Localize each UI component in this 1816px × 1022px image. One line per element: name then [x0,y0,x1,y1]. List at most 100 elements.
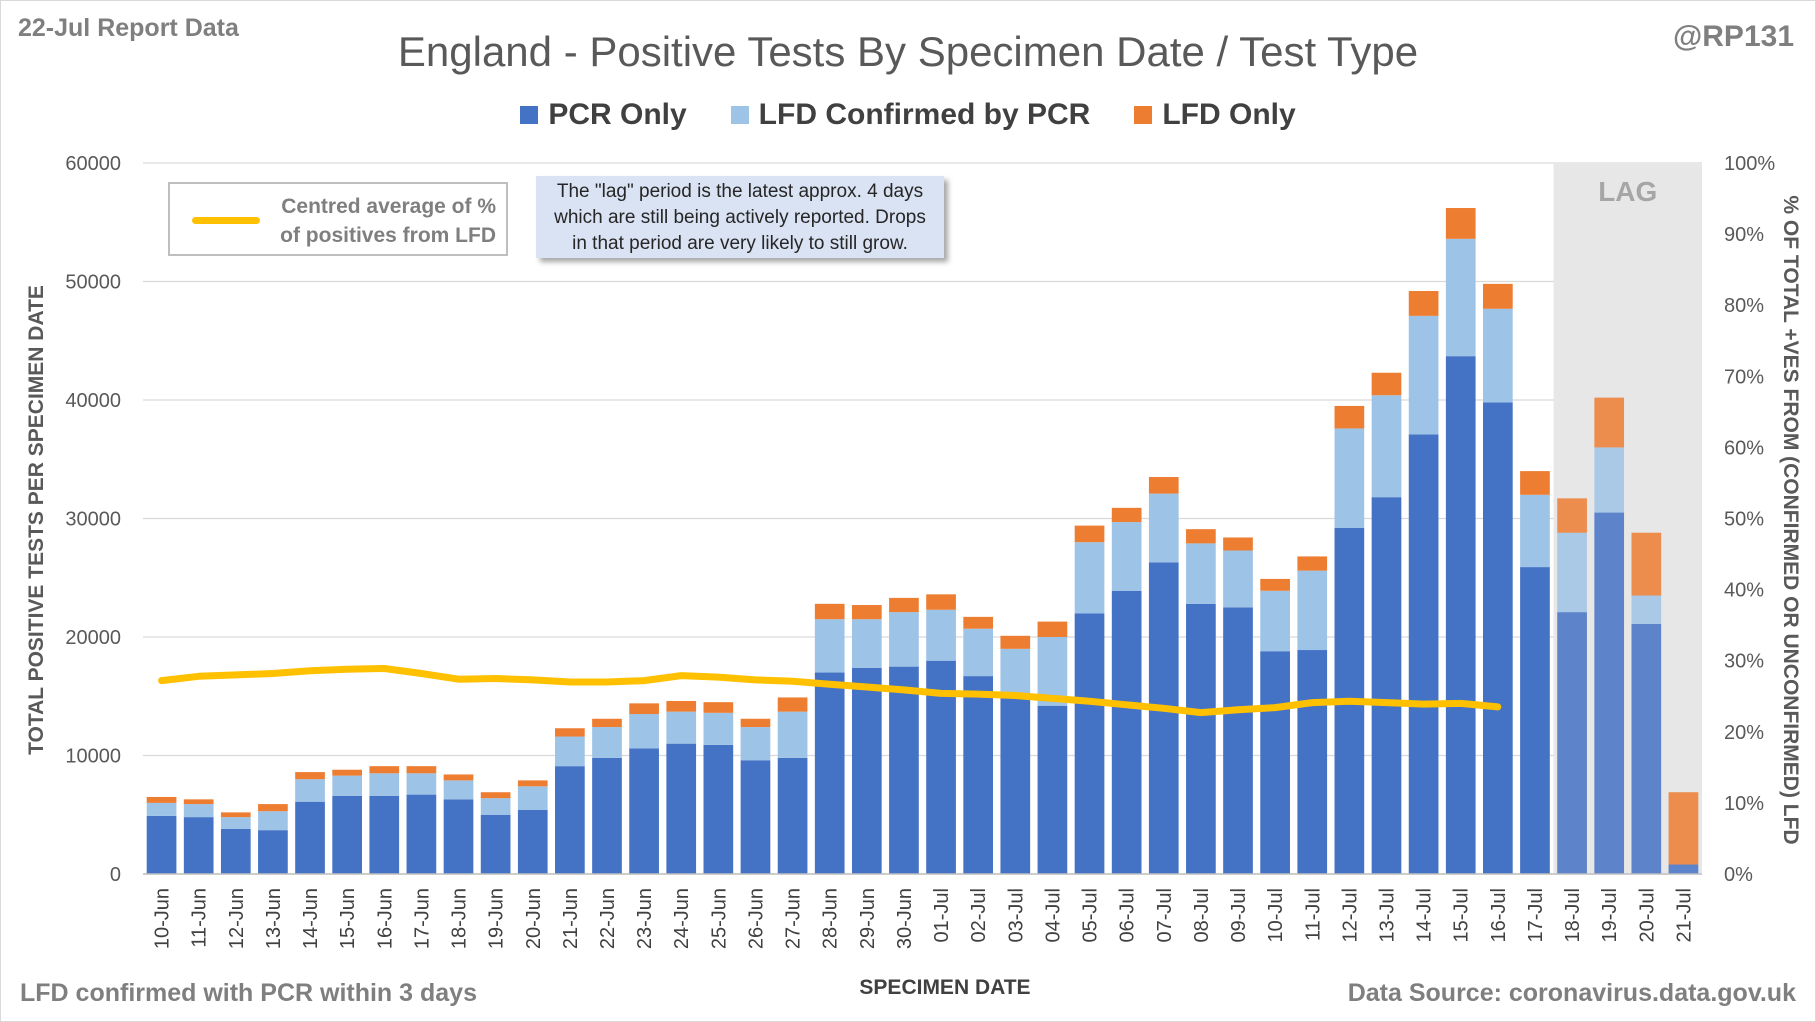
bar-lfd-confirmed [666,711,697,744]
bar-lfd-only [1371,372,1402,396]
bar-lfd-confirmed [1148,493,1179,563]
bar-pcr-only [258,830,288,874]
bar-lfd-only [555,728,585,737]
bar-lfd-only [1520,471,1550,495]
bar-pcr-only [1074,613,1105,874]
lag-note-line-2: which are still being actively reported.… [554,207,926,228]
bar-pcr-only [592,757,622,874]
bar-pcr-only [1186,603,1216,874]
data-source-label: Data Source: coronavirus.data.gov.uk [1347,979,1796,1007]
bar-pcr-only [220,828,251,874]
bar-lfd-confirmed [1000,648,1031,694]
bar-pcr-only [1297,650,1328,874]
y2-tick-label: 50% [1724,509,1764,531]
bar-lfd-only [183,799,214,805]
bar-lfd-only [666,700,697,712]
bar-lfd-only [1297,556,1328,571]
bar-lfd-confirmed [369,773,400,796]
bar-pcr-only [703,744,734,874]
bar-pcr-only [1482,402,1513,874]
x-tick-label: 24-Jun [671,888,693,949]
x-tick-label: 23-Jun [634,888,656,949]
x-tick-label: 22-Jun [597,888,619,949]
y2-tick-label: 90% [1724,224,1764,246]
line-legend-swatch [192,217,260,224]
report-date-label: 22-Jul Report Data [18,14,239,42]
bar-pcr-only [814,672,845,874]
x-tick-label: 09-Jul [1228,888,1250,942]
y2-tick-label: 20% [1724,722,1764,744]
x-tick-label: 18-Jul [1562,888,1584,942]
x-tick-label: 15-Jun [337,888,359,949]
y-tick-label: 50000 [65,272,121,294]
lag-note-callout: The "lag" period is the latest approx. 4… [536,176,944,258]
x-tick-label: 07-Jul [1154,888,1176,942]
bar-lfd-confirmed [851,619,882,668]
bar-lfd-only [1000,635,1031,649]
y-axis-title-left: TOTAL POSITIVE TESTS PER SPECIMEN DATE [25,285,48,755]
bar-lfd-confirmed [1408,315,1439,435]
x-tick-label: 21-Jun [560,888,582,949]
x-tick-label: 17-Jul [1525,888,1547,942]
bar-lfd-only [1408,290,1439,316]
x-tick-label: 29-Jun [857,888,879,949]
bar-pcr-only [666,743,697,874]
y2-tick-label: 100% [1724,153,1775,175]
bar-pcr-only [1668,864,1699,874]
x-tick-label: 16-Jun [374,888,396,949]
bar-pcr-only [889,666,919,874]
bar-lfd-only [926,594,956,610]
x-tick-label: 26-Jun [745,888,767,949]
bar-lfd-only [1668,792,1699,865]
bar-lfd-confirmed [258,811,288,831]
bar-pcr-only [740,760,771,874]
bar-lfd-only [1631,532,1662,596]
bar-lfd-only [1111,507,1142,523]
bar-lfd-only [740,718,771,728]
bar-lfd-confirmed [592,727,622,758]
bar-pcr-only [1594,512,1625,874]
bar-lfd-only [592,718,622,728]
bar-pcr-only [480,814,511,874]
bar-pcr-only [146,815,177,874]
bar-lfd-confirmed [1111,522,1142,591]
bar-pcr-only [369,795,400,874]
y2-tick-label: 10% [1724,793,1764,815]
bar-lfd-confirmed [517,786,548,811]
bar-lfd-confirmed [889,612,919,667]
legend-label-lfd-only: LFD Only [1162,98,1296,131]
bar-pcr-only [517,810,548,874]
bar-pcr-only [1557,612,1587,874]
bar-lfd-only [777,697,808,712]
x-tick-label: 21-Jul [1673,888,1695,942]
x-tick-label: 18-Jun [449,888,471,949]
x-tick-label: 10-Jul [1265,888,1287,942]
bar-pcr-only [183,817,214,874]
x-tick-label: 14-Jul [1414,888,1436,942]
legend-item-pcr-only: PCR Only [520,98,687,132]
bar-pcr-only [295,801,325,874]
y2-tick-label: 40% [1724,580,1764,602]
bar-lfd-only [146,796,177,803]
bar-lfd-confirmed [926,609,956,661]
x-tick-label: 30-Jun [894,888,916,949]
x-tick-label: 20-Jun [523,888,545,949]
y-tick-label: 60000 [65,153,121,175]
bar-lfd-only [517,780,548,787]
bar-lfd-confirmed [1371,395,1402,498]
bar-pcr-only [1445,356,1476,874]
legend-swatch-pcr-only [520,106,539,124]
y2-tick-label: 30% [1724,651,1764,673]
bar-lfd-confirmed [1520,494,1550,568]
bar-pcr-only [555,766,585,874]
line-legend-label-line-1: Centred average of % [281,195,496,218]
bar-pcr-only [1223,607,1253,874]
bar-lfd-only [406,766,437,774]
bar-lfd-only [1594,397,1625,448]
x-tick-label: 08-Jul [1191,888,1213,942]
line-legend-box: Centred average of % of positives from L… [168,182,508,256]
bar-lfd-only [332,769,363,776]
bar-pcr-only [1111,590,1142,874]
bar-lfd-only [703,702,734,713]
bar-lfd-confirmed [629,714,659,749]
